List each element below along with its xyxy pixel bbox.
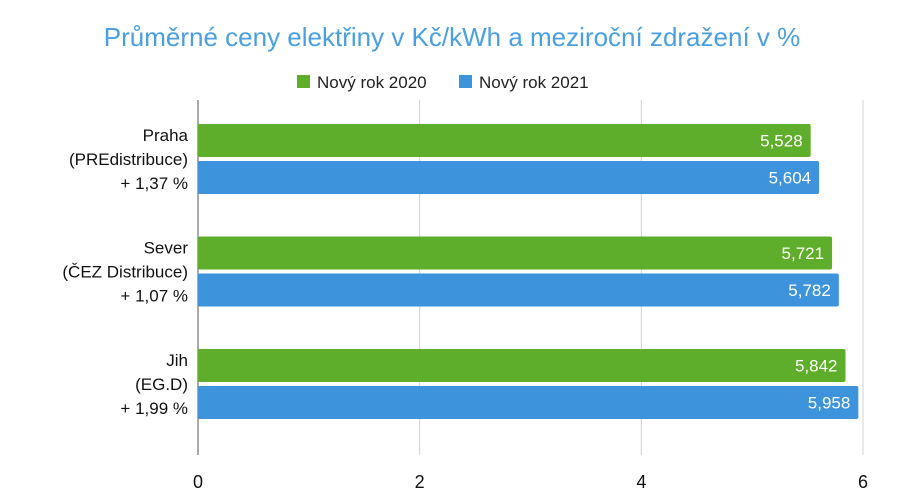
- data-label-2021-cat0: 5,604: [769, 169, 812, 188]
- legend-label-2020: Nový rok 2020: [317, 73, 427, 92]
- category-label-line: Sever: [144, 239, 189, 258]
- data-labels: 5,528 5,604 5,721 5,782 5,842 5,958: [760, 132, 850, 413]
- bar-2021-cat1: [198, 273, 839, 307]
- category-label-0: Praha (PREdistribuce) + 1,37 %: [69, 126, 189, 193]
- data-label-2020-cat2: 5,842: [795, 357, 838, 376]
- bar-2021-cat2: [198, 386, 859, 419]
- chart-title: Průměrné ceny elektřiny v Kč/kWh a mezir…: [104, 22, 800, 52]
- x-tick-label-6: 6: [858, 472, 868, 492]
- legend: Nový rok 2020 Nový rok 2021: [297, 73, 589, 92]
- bar-2020-cat2: [198, 349, 846, 382]
- bar-2021-cat0: [198, 161, 820, 194]
- bar-2020-cat0: [198, 124, 811, 157]
- data-label-2020-cat0: 5,528: [760, 132, 803, 151]
- data-label-2021-cat1: 5,782: [788, 281, 831, 300]
- category-label-line: (PREdistribuce): [69, 150, 188, 169]
- legend-swatch-2020: [297, 75, 310, 88]
- category-label-line: + 1,99 %: [120, 399, 188, 418]
- x-tick-label-0: 0: [193, 472, 203, 492]
- category-label-1: Sever (ČEZ Distribuce) + 1,07 %: [62, 239, 188, 306]
- x-tick-label-2: 2: [415, 472, 425, 492]
- category-label-line: (ČEZ Distribuce): [62, 263, 188, 282]
- bar-2020-cat1: [198, 236, 833, 270]
- x-tick-label-4: 4: [636, 472, 646, 492]
- category-label-line: Praha: [143, 126, 189, 145]
- data-label-2021-cat2: 5,958: [808, 394, 851, 413]
- x-axis: 0 2 4 6: [193, 472, 868, 492]
- legend-label-2021: Nový rok 2021: [479, 73, 589, 92]
- category-label-line: + 1,37 %: [120, 174, 188, 193]
- category-label-line: (EG.D): [135, 375, 188, 394]
- category-label-line: Jih: [166, 351, 188, 370]
- bars: [198, 124, 859, 419]
- legend-swatch-2021: [459, 75, 472, 88]
- category-labels: Praha (PREdistribuce) + 1,37 % Sever (ČEZ Di…: [62, 126, 188, 418]
- data-label-2020-cat1: 5,721: [782, 244, 825, 263]
- category-label-2: Jih (EG.D) + 1,99 %: [120, 351, 188, 418]
- category-label-line: + 1,07 %: [120, 287, 188, 306]
